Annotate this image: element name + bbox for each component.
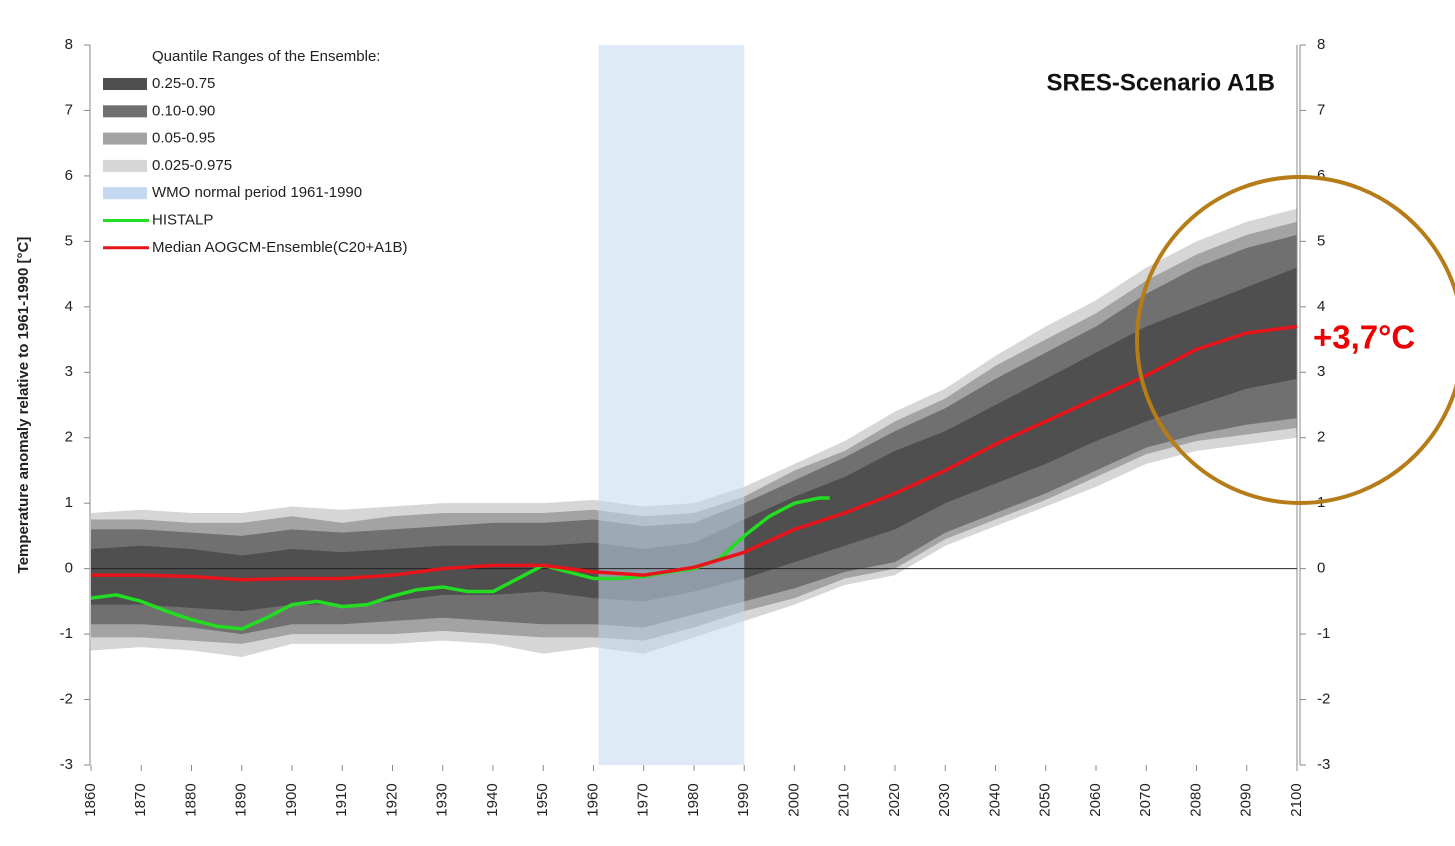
y-tick-label: 5 [65,232,73,249]
y-tick-label: 8 [65,36,73,53]
x-tick-label: 2000 [785,783,802,816]
x-tick-label: 1940 [484,783,501,816]
y2-tick-label: 0 [1317,560,1325,577]
normal-period [598,45,745,765]
y-tick-label: -3 [60,756,73,773]
y-axis-label: Temperature anomaly relative to 1961-199… [15,237,32,574]
legend-label: WMO normal period 1961-1990 [152,184,362,201]
x-tick-label: 2030 [936,783,953,816]
y2-tick-label: 7 [1317,101,1325,118]
legend-label: Median AOGCM-Ensemble(C20+A1B) [152,239,408,256]
x-tick-label: 1920 [383,783,400,816]
x-tick-label: 1930 [434,783,451,816]
y2-tick-label: 3 [1317,363,1325,380]
y2-tick-label: 2 [1317,429,1325,446]
x-tick-label: 1900 [283,783,300,816]
x-tick-label: 1960 [584,783,601,816]
legend-swatch [103,187,147,200]
legend-title: Quantile Ranges of the Ensemble: [152,48,380,65]
y-tick-label: -1 [60,625,73,642]
x-tick-label: 1890 [233,783,250,816]
legend-label: HISTALP [152,211,213,228]
x-tick-label: 2020 [886,783,903,816]
x-tick-label: 2040 [986,783,1003,816]
highlight-circle [1135,175,1455,505]
legend-swatch [103,159,147,172]
x-tick-label: 2050 [1037,783,1054,816]
legend-label: 0.05-0.95 [152,130,215,147]
y-tick-label: 1 [65,494,73,511]
x-tick-label: 1860 [82,783,99,816]
legend-label: 0.25-0.75 [152,75,215,92]
legend-swatch [103,105,147,118]
y2-tick-label: 6 [1317,167,1325,184]
annotation: +3,7°C [1313,319,1415,356]
x-tick-label: 1870 [132,783,149,816]
y-tick-label: -2 [60,691,73,708]
y-tick-label: 2 [65,429,73,446]
chart-title: SRES-Scenario A1B [1046,69,1275,96]
y2-tick-label: -2 [1317,691,1330,708]
x-tick-label: 1990 [735,783,752,816]
y2-tick-label: 4 [1317,298,1325,315]
x-tick-label: 1980 [685,783,702,816]
y2-tick-label: -3 [1317,756,1330,773]
legend-swatch [103,132,147,145]
x-tick-label: 1970 [635,783,652,816]
x-tick-label: 2090 [1238,783,1255,816]
y-tick-label: 3 [65,363,73,380]
y-tick-label: 7 [65,101,73,118]
legend-label: 0.025-0.975 [152,157,232,174]
x-tick-label: 2060 [1087,783,1104,816]
x-tick-label: 1880 [182,783,199,816]
x-tick-label: 2080 [1187,783,1204,816]
y2-tick-label: -1 [1317,625,1330,642]
legend-swatch [103,78,147,90]
x-tick-label: 2010 [836,783,853,816]
series-line [91,324,1298,582]
y2-tick-label: 8 [1317,36,1325,53]
quantile-band [91,234,1297,635]
y2-tick-label: 5 [1317,232,1325,249]
legend-label: 0.10-0.90 [152,102,215,119]
x-tick-label: 2070 [1137,783,1154,816]
y-tick-label: 0 [65,560,73,577]
y-tick-label: 6 [65,167,73,184]
x-tick-label: 1910 [333,783,350,816]
x-tick-label: 1950 [534,783,551,816]
x-tick-label: 2100 [1288,783,1305,816]
y-tick-label: 4 [65,298,73,315]
